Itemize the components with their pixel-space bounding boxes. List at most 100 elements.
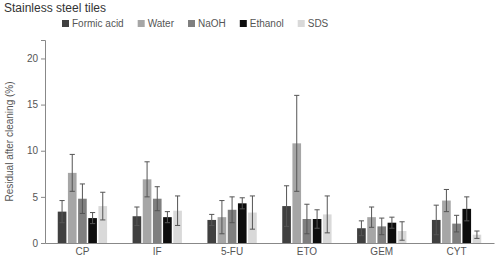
error-bar [474,231,479,238]
error-bar [155,187,160,211]
error-bar-cap [389,217,394,218]
x-tick-label: 5-FU [221,246,243,257]
series [88,197,471,243]
x-tick-label: GEM [370,246,393,257]
error-bar [434,205,439,235]
error-bar-cap [284,226,289,227]
error-bar [454,215,459,232]
error-bar-cap [250,195,255,196]
x-tick: IF [153,243,162,257]
error-bar-stem [327,196,328,233]
error-bar-cap [454,231,459,232]
error-bar-stem [211,214,212,225]
error-bar-cap [59,200,64,201]
x-tick-label: CP [75,246,89,257]
error-bar-stem [361,221,362,236]
error-bar-cap [444,189,449,190]
error-bar-stem [62,201,63,223]
y-tick-label: 20 [27,53,39,64]
error-bar-cap [379,234,384,235]
error-bar-cap [219,233,224,234]
error-bar-stem [436,205,437,235]
error-bar-stem [391,217,392,228]
legend-swatch [188,20,195,27]
error-bar-cap [229,196,234,197]
error-bar-cap [434,205,439,206]
x-tick: 5-FU [221,243,243,257]
legend-swatch [138,20,145,27]
error-bar-stem [157,187,158,211]
error-bar-cap [474,238,479,239]
error-bar-cap [250,229,255,230]
error-bar [165,212,170,223]
error-bar-stem [92,213,93,224]
error-bar-stem [476,231,477,238]
error-bar [250,196,255,229]
error-bar-cap [134,225,139,226]
legend-label: NaOH [198,18,226,29]
y-tick-label: 0 [32,238,38,249]
error-bar-cap [240,197,245,198]
error-bar-cap [325,195,330,196]
error-bar-cap [90,223,95,224]
plot-area [58,95,481,243]
error-bar-stem [82,184,83,214]
title: Stainless steel tiles [4,1,106,15]
error-bar-stem [286,186,287,227]
y-tick-label: 10 [27,145,39,156]
error-bar [59,201,64,223]
y-tick: 10 [27,145,45,156]
error-bar-cap [369,207,374,208]
error-bar [359,221,364,236]
error-bar-cap [165,222,170,223]
error-bar-stem [456,215,457,232]
error-bar-stem [296,95,297,191]
legend-label: Formic acid [72,18,124,29]
error-bar-cap [359,235,364,236]
error-bar-cap [229,222,234,223]
y-axis-title: Residual after cleaning (%) [4,81,15,201]
y-tick: 20 [27,53,45,64]
y-tick-mark [41,58,45,59]
error-bar [325,196,330,233]
legend-swatch [298,20,305,27]
error-bar [399,222,404,240]
error-bar-cap [209,225,214,226]
error-bar-cap [359,220,364,221]
legend-item: Ethanol [240,18,284,29]
legend-item: Water [138,18,175,29]
error-bar [314,210,319,228]
legend: Formic acid Water NaOH Ethanol SDS [62,18,329,29]
error-bar-cap [80,213,85,214]
error-bar-stem [446,189,447,211]
error-bar [389,217,394,228]
error-bar-cap [294,95,299,96]
bar [238,203,247,243]
error-bar [240,198,245,209]
y-tick: 0 [32,238,45,249]
y-tick: 15 [27,99,45,110]
x-tick: ETO [297,243,318,257]
error-bar-cap [59,222,64,223]
error-bar-stem [242,198,243,209]
error-bar [294,95,299,191]
x-axis-line [46,243,495,244]
error-bar [70,154,75,191]
legend-label: SDS [308,18,329,29]
error-bar [144,162,149,197]
x-tick-label: CYT [447,246,467,257]
legend-label: Water [148,18,175,29]
legend-label: Ethanol [250,18,284,29]
y-tick-mark [41,105,45,106]
error-bar-stem [317,210,318,228]
error-bar [464,197,469,221]
error-bar-cap [464,220,469,221]
series [68,95,451,243]
error-bar-cap [284,185,289,186]
error-bar-cap [175,225,180,226]
legend-item: Formic acid [62,18,124,29]
error-bar-cap [155,210,160,211]
error-bar-cap [219,200,224,201]
y-tick-mark [41,197,45,198]
error-bar-cap [90,212,95,213]
